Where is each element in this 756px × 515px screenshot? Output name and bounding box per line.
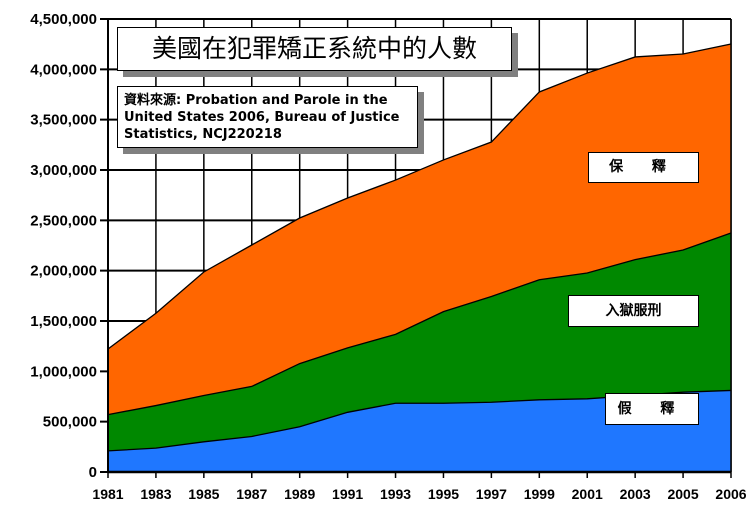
area-series-0 [108,390,731,472]
y-tick-label: 2,000,000 [30,263,97,280]
x-tick-label: 1993 [380,486,411,502]
y-tick-label: 2,500,000 [30,212,97,229]
area-series-1 [108,233,731,451]
series-label-prison: 入獄服刑 [568,295,699,327]
x-tick-label: 1999 [524,486,555,502]
y-tick-label: 500,000 [43,414,97,431]
x-tick-label: 1991 [332,486,363,502]
y-tick-label: 4,000,000 [30,61,97,78]
y-tick-label: 3,500,000 [30,112,97,129]
x-tick-label: 2006 [715,486,746,502]
x-tick-label: 1995 [428,486,459,502]
source-note: 資料來源: Probation and Parole in the United… [117,86,418,148]
x-tick-label: 1983 [140,486,171,502]
x-tick-label: 1987 [236,486,267,502]
x-tick-label: 1989 [284,486,315,502]
y-tick-label: 4,500,000 [30,11,97,28]
series-label-parole: 假 釋 [605,393,699,425]
series-label-probation: 保 釋 [588,152,699,183]
chart-title: 美國在犯罪矯正系統中的人數 [117,27,512,71]
y-tick-label: 0 [89,464,97,481]
x-tick-label: 1981 [92,486,123,502]
y-tick-label: 1,500,000 [30,313,97,330]
area-series-2 [108,43,731,415]
y-tick-label: 1,000,000 [30,363,97,380]
x-tick-label: 1997 [476,486,507,502]
x-tick-label: 2001 [572,486,603,502]
x-tick-label: 2005 [667,486,698,502]
x-tick-label: 2003 [620,486,651,502]
series-outline-2 [107,43,732,350]
x-tick-label: 1985 [188,486,219,502]
series-outline-1 [107,232,732,416]
y-tick-label: 3,000,000 [30,162,97,179]
